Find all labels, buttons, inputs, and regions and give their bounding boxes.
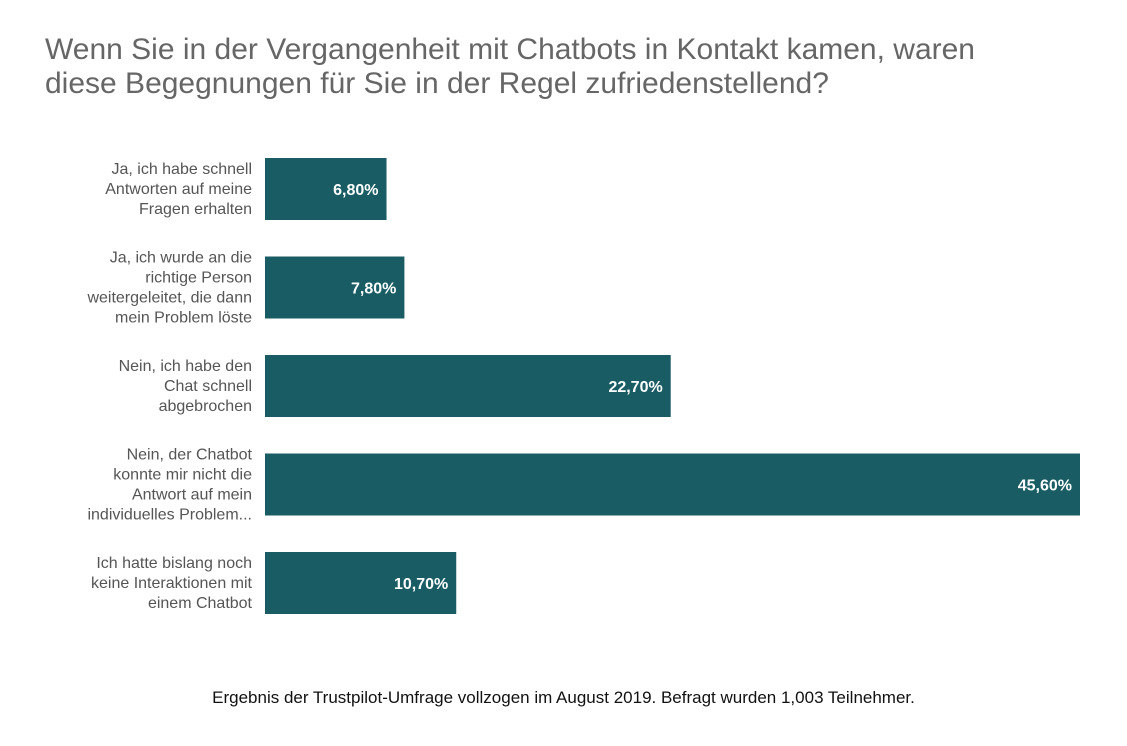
bar-value-label-2: 7,80% [351, 281, 396, 298]
chart-title-line-1: Wenn Sie in der Vergangenheit mit Chatbo… [45, 33, 975, 66]
category-label-1: Ja, ich habe schnell Antworten auf meine F… [105, 161, 252, 218]
bar-value-label-3: 22,70% [608, 379, 662, 396]
category-label-line: Nein, der Chatbot [127, 447, 253, 464]
category-label-line: abgebrochen [159, 398, 252, 415]
bar-value-label-5: 10,70% [394, 576, 448, 593]
category-label-line: Chat schnell [164, 378, 252, 395]
bar-5 [265, 552, 457, 614]
category-label-line: Ja, ich habe schnell [111, 161, 252, 178]
bar-group-3: 22,70% Nein, ich habe den Chat schnell abge… [119, 355, 671, 417]
category-label-line: konnte mir nicht die [113, 467, 252, 484]
bar-group-1: 6,80% Ja, ich habe schnell Antworten auf m… [105, 158, 387, 220]
bar-group-5: 10,70% Ich hatte bislang noch keine Intera… [91, 552, 457, 614]
category-label-line: richtige Person [145, 270, 252, 287]
category-label-line: Ja, ich wurde an die [110, 250, 252, 267]
bar-3 [265, 355, 671, 417]
footnote: Ergebnis der Trustpilot-Umfrage vollzoge… [212, 688, 915, 707]
category-label-2: Ja, ich wurde an die richtige Person weite… [86, 250, 252, 327]
category-label-line: keine Interaktionen mit [91, 575, 253, 592]
bar-1 [265, 158, 387, 220]
bar-value-label-1: 6,80% [333, 182, 378, 199]
category-label-line: Antworten auf meine [105, 181, 252, 198]
bar-2 [265, 256, 405, 319]
chart-title-line-2: diese Begegnungen für Sie in der Regel z… [45, 67, 829, 100]
category-label-line: einem Chatbot [148, 595, 253, 612]
bar-group-4: 45,60% Nein, der Chatbot konnte mir nicht … [87, 447, 1080, 524]
bar-chart: 6,80% Ja, ich habe schnell Antworten auf m… [86, 158, 1080, 614]
category-label-line: mein Problem löste [115, 310, 252, 327]
category-label-line: Fragen erhalten [139, 201, 252, 218]
category-label-line: individuelles Problem... [87, 507, 252, 524]
category-label-3: Nein, ich habe den Chat schnell abgebroche… [119, 358, 252, 415]
category-label-line: Nein, ich habe den [119, 358, 252, 375]
category-label-line: Ich hatte bislang noch [96, 555, 252, 572]
bar-4 [265, 453, 1080, 516]
bar-value-label-4: 45,60% [1018, 478, 1072, 495]
category-label-5: Ich hatte bislang noch keine Interaktione… [91, 555, 253, 612]
category-label-line: weitergeleitet, die dann [86, 290, 252, 307]
category-label-line: Antwort auf mein [132, 487, 252, 504]
category-label-4: Nein, der Chatbot konnte mir nicht die Ant… [87, 447, 252, 524]
bar-group-2: 7,80% Ja, ich wurde an die richtige Person… [86, 250, 405, 327]
chart-title: Wenn Sie in der Vergangenheit mit Chatbo… [45, 33, 1105, 101]
